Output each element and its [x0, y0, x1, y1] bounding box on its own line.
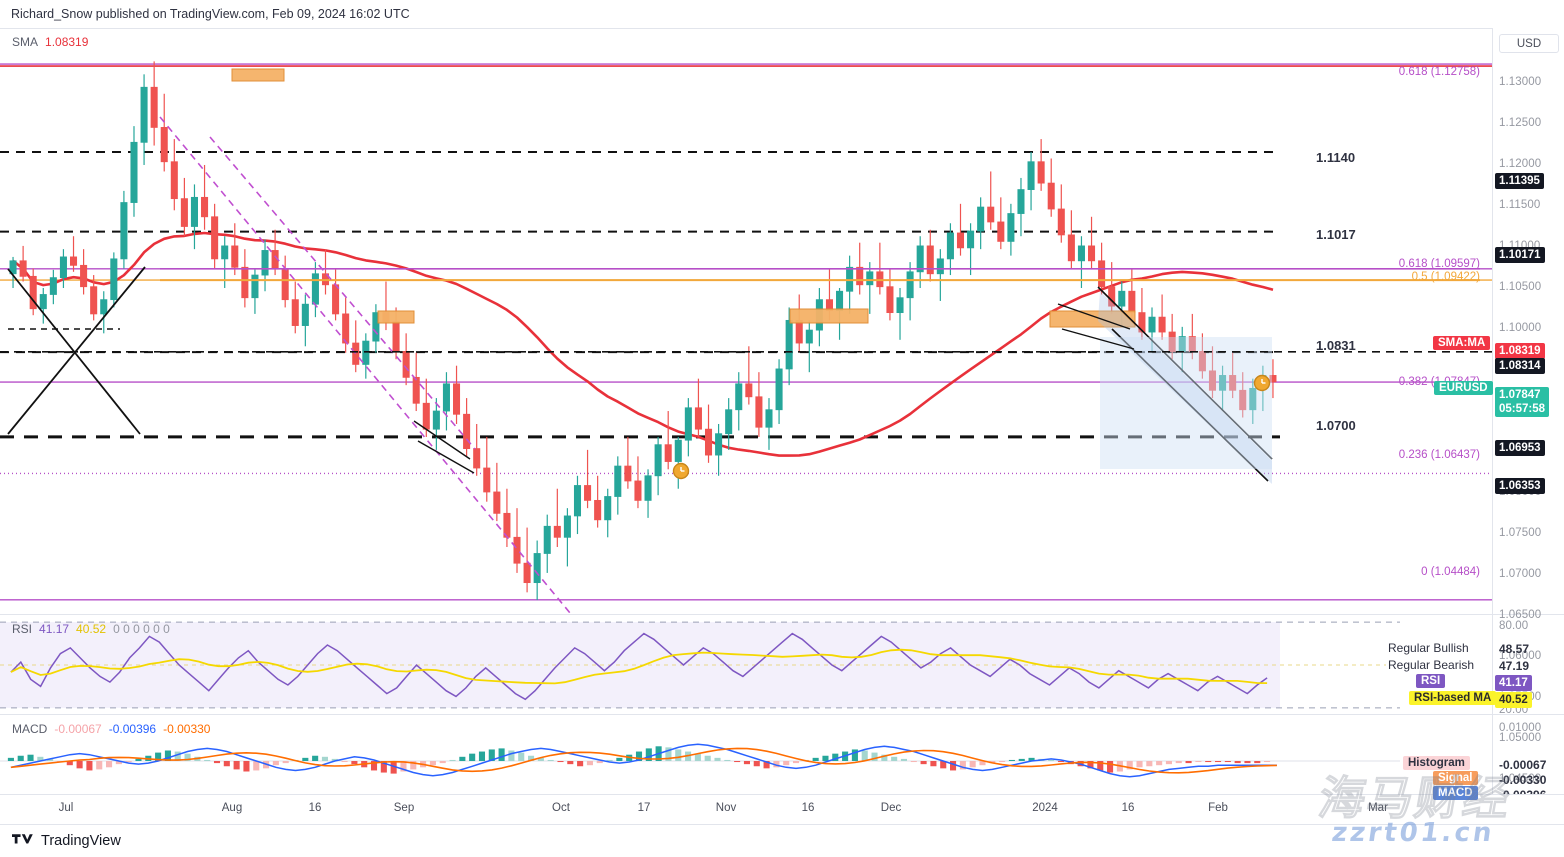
rsi-value-3[interactable]: 40.52	[1495, 692, 1532, 708]
price-chart-pane[interactable]	[0, 28, 1492, 614]
price-label-1.06353[interactable]: 1.06353	[1495, 478, 1545, 494]
price-tick-17: 1.04500	[1499, 773, 1542, 785]
rsi-value-2[interactable]: 41.17	[1495, 675, 1532, 691]
macd-value-0[interactable]: -0.00067	[1499, 758, 1547, 772]
level-label-11140: 1.1140	[1316, 150, 1356, 165]
badge-macd[interactable]: MACD	[1433, 786, 1478, 800]
badge-rsi[interactable]: RSI	[1416, 674, 1446, 688]
time-label-3: Sep	[393, 802, 415, 814]
badge-eurusd[interactable]: EURUSD	[1434, 381, 1493, 395]
sma-legend-name: SMA	[12, 35, 39, 49]
time-label-4: Oct	[552, 802, 570, 814]
rsi-legend-name: RSI	[12, 622, 33, 636]
fib-label-05: 0.5 (1.09422)	[1411, 271, 1480, 283]
time-label-10: 16	[1121, 802, 1135, 814]
price-tick-13: 1.06500	[1499, 609, 1542, 621]
macd-tick-0: 0.01000	[1499, 722, 1542, 734]
price-tick-11: 1.07500	[1499, 527, 1542, 539]
fib-label-0618-high: 0.618 (1.12758)	[1398, 66, 1480, 78]
macd-legend-name: MACD	[12, 722, 48, 736]
price-tick-1: 1.12500	[1499, 117, 1542, 129]
rsi-legend-extra: 0 0 0 0 0 0	[113, 622, 170, 636]
rsi-value-1[interactable]: 47.19	[1499, 659, 1530, 673]
time-label-7: 16	[801, 802, 815, 814]
macd-legend-signal: -0.00330	[163, 722, 211, 736]
footer: TradingView	[0, 824, 1564, 857]
badge-signal[interactable]: Signal	[1433, 771, 1478, 785]
price-label-1.10171[interactable]: 1.10171	[1495, 247, 1545, 263]
rsi-canvas[interactable]	[0, 615, 1492, 714]
macd-canvas[interactable]	[0, 715, 1492, 794]
price-tick-6: 1.10000	[1499, 322, 1542, 334]
rsi-legend[interactable]: RSI 41.17 40.52 0 0 0 0 0 0	[12, 622, 170, 636]
level-label-10831: 1.0831	[1316, 338, 1356, 353]
publish-header: Richard_Snow published on TradingView.co…	[0, 0, 1564, 28]
price-tick-14: 1.06000	[1499, 650, 1542, 662]
time-axis[interactable]: Jul Aug 16 Sep Oct 17 Nov 16 Dec 2024 16 Feb Mar	[0, 794, 1564, 824]
level-label-11017: 1.1017	[1316, 227, 1356, 242]
tradingview-logo-icon	[12, 834, 34, 848]
macd-legend[interactable]: MACD -0.00067 -0.00396 -0.00330	[12, 722, 210, 736]
price-tick-16: 1.05000	[1499, 732, 1542, 744]
rsi-tick-0: 80.00	[1499, 620, 1529, 632]
sma-legend-value: 1.08319	[45, 35, 89, 49]
price-tick-0: 1.13000	[1499, 76, 1542, 88]
fib-label-0618: 0.618 (1.09597)	[1398, 258, 1480, 270]
time-label-0: Jul	[58, 802, 74, 814]
rsi-divergence-bullish-label: Regular Bullish	[1386, 641, 1471, 655]
currency-chip[interactable]: USD	[1499, 34, 1559, 53]
time-label-6: Nov	[715, 802, 737, 814]
macd-legend-hist: -0.00067	[54, 722, 102, 736]
price-label-1.06953[interactable]: 1.06953	[1495, 440, 1545, 456]
time-label-5: 17	[637, 802, 651, 814]
price-scale[interactable]: USD 1.13000 1.12500 1.12000 1.11500 1.11000 1…	[1492, 28, 1564, 802]
price-label-1.11395[interactable]: 1.11395	[1495, 173, 1544, 189]
price-tick-5: 1.10500	[1499, 281, 1542, 293]
price-label-1.08314[interactable]: 1.08314	[1495, 358, 1545, 374]
price-tick-2: 1.12000	[1499, 158, 1542, 170]
sma-legend[interactable]: SMA 1.08319	[12, 35, 88, 49]
badge-rsi-based-ma[interactable]: RSI-based MA	[1409, 691, 1497, 705]
time-label-2: 16	[308, 802, 322, 814]
macd-pane[interactable]	[0, 714, 1492, 794]
time-label-11: Feb	[1208, 802, 1228, 814]
tradingview-brand: TradingView	[41, 833, 121, 849]
publish-text: Richard_Snow published on TradingView.co…	[11, 7, 410, 21]
macd-legend-macd: -0.00396	[108, 722, 157, 736]
price-tick-3: 1.11500	[1499, 199, 1541, 211]
macd-value-1[interactable]: -0.00330	[1499, 773, 1547, 787]
rsi-pane[interactable]	[0, 614, 1492, 714]
rsi-value-0[interactable]: 48.57	[1499, 642, 1530, 656]
time-label-8: Dec	[880, 802, 902, 814]
price-label-1.08319[interactable]: 1.08319	[1495, 343, 1545, 359]
badge-histogram[interactable]: Histogram	[1403, 756, 1470, 770]
time-label-1: Aug	[221, 802, 243, 814]
time-label-12: Mar	[1368, 802, 1388, 814]
fib-label-0236: 0.236 (1.06437)	[1398, 449, 1480, 461]
level-label-10700: 1.0700	[1316, 418, 1356, 433]
price-label-1.07847[interactable]: 1.07847 05:57:58	[1495, 387, 1550, 417]
time-label-9: 2024	[1032, 802, 1058, 814]
price-tick-12: 1.07000	[1499, 568, 1542, 580]
price-chart-canvas[interactable]	[0, 29, 1492, 614]
rsi-legend-value: 41.17	[39, 622, 70, 636]
countdown-timer: 05:57:58	[1499, 403, 1546, 415]
rsi-divergence-bearish-label: Regular Bearish	[1386, 658, 1477, 672]
badge-sma-ma[interactable]: SMA:MA	[1433, 336, 1491, 350]
rsi-legend-ma: 40.52	[76, 622, 107, 636]
fib-label-0: 0 (1.04484)	[1421, 566, 1480, 578]
